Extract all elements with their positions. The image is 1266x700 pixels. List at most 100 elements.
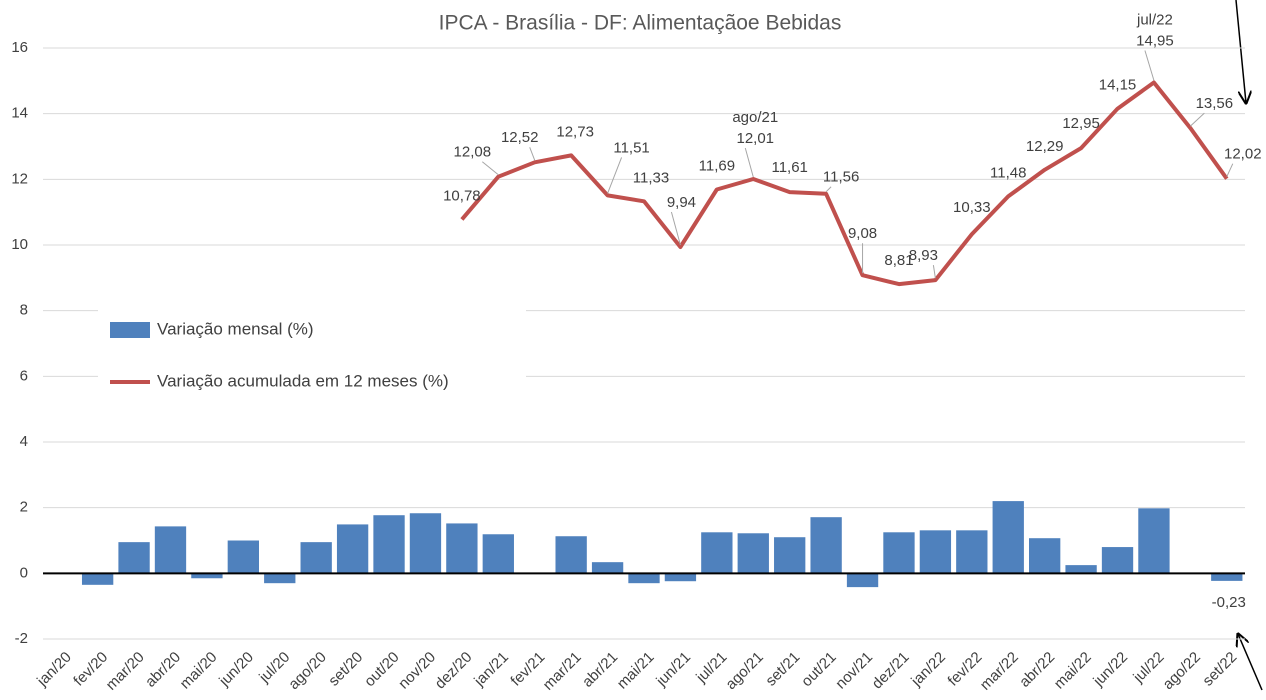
x-tick-label: jun/20 bbox=[215, 649, 257, 691]
y-tick-label: 8 bbox=[20, 302, 28, 319]
bar bbox=[1101, 547, 1134, 574]
leader-line bbox=[932, 265, 936, 279]
data-label: 12,02 bbox=[1224, 146, 1262, 163]
leader-line bbox=[529, 147, 536, 161]
x-tick-label: out/20 bbox=[361, 649, 403, 691]
leader-line bbox=[825, 186, 832, 193]
bar bbox=[628, 573, 660, 584]
x-tick-label: jan/21 bbox=[470, 649, 512, 691]
legend-label: Variação mensal (%) bbox=[157, 319, 314, 338]
bar bbox=[846, 573, 879, 588]
data-label: 10,78 bbox=[443, 187, 481, 204]
data-label: 12,01 bbox=[736, 130, 774, 147]
x-tick-label: out/21 bbox=[798, 649, 840, 691]
x-tick-label: dez/21 bbox=[869, 649, 913, 693]
legend-background bbox=[98, 302, 526, 406]
data-label: 14,15 bbox=[1099, 77, 1137, 94]
data-label: 9,94 bbox=[667, 194, 696, 211]
data-label: 12,29 bbox=[1026, 138, 1064, 155]
data-label: 8,93 bbox=[909, 247, 938, 264]
x-tick-label: jan/22 bbox=[907, 649, 949, 691]
annotation: jul/22 bbox=[1136, 11, 1173, 28]
data-label: 9,08 bbox=[848, 225, 877, 242]
bar bbox=[154, 526, 187, 574]
y-tick-label: 16 bbox=[11, 39, 28, 56]
leader-line bbox=[670, 211, 681, 246]
bar bbox=[774, 537, 806, 574]
bar bbox=[1065, 565, 1097, 574]
y-tick-label: 0 bbox=[20, 564, 28, 581]
data-label: 11,48 bbox=[990, 164, 1026, 181]
y-tick-label: 14 bbox=[11, 105, 28, 122]
bar bbox=[373, 515, 405, 574]
bar bbox=[555, 536, 587, 574]
x-tick-label: ago/20 bbox=[285, 649, 329, 693]
bar bbox=[883, 532, 915, 574]
leader-line bbox=[1190, 112, 1205, 127]
data-label: 12,73 bbox=[556, 123, 594, 140]
x-tick-label: abr/20 bbox=[142, 649, 184, 691]
arrow bbox=[1235, 0, 1246, 103]
bar bbox=[1138, 508, 1170, 574]
data-label: 11,69 bbox=[699, 157, 735, 174]
bar bbox=[1211, 573, 1243, 581]
data-label: 11,33 bbox=[633, 169, 669, 186]
bar bbox=[264, 573, 296, 584]
bar bbox=[701, 532, 733, 574]
line bbox=[460, 80, 1229, 287]
bar bbox=[81, 573, 114, 585]
x-tick-label: set/22 bbox=[1199, 649, 1240, 690]
x-tick-label: set/21 bbox=[762, 649, 803, 690]
data-label: 12,52 bbox=[501, 129, 539, 146]
legend-label: Variação acumulada em 12 meses (%) bbox=[157, 371, 449, 390]
data-label: -0,23 bbox=[1212, 594, 1246, 611]
leader-line bbox=[744, 147, 754, 178]
bar bbox=[919, 530, 952, 574]
bar bbox=[227, 540, 259, 574]
data-label: 11,51 bbox=[613, 139, 649, 156]
x-tick-label: ago/22 bbox=[1160, 649, 1204, 693]
bar bbox=[482, 534, 514, 574]
bar bbox=[992, 501, 1024, 574]
leader-line bbox=[607, 157, 623, 194]
x-tick-label: set/20 bbox=[325, 649, 366, 690]
y-tick-label: 4 bbox=[20, 433, 28, 450]
bar bbox=[409, 513, 442, 574]
bar bbox=[1029, 538, 1061, 574]
x-tick-label: jun/22 bbox=[1090, 649, 1132, 691]
arrow bbox=[1238, 634, 1263, 691]
x-tick-label: mar/22 bbox=[977, 649, 1022, 694]
bar bbox=[300, 542, 332, 574]
x-tick-label: jun/21 bbox=[652, 649, 694, 691]
x-tick-label: dez/20 bbox=[432, 649, 476, 693]
data-label: 14,95 bbox=[1136, 32, 1174, 49]
x-tick-label: abr/22 bbox=[1016, 649, 1058, 691]
y-tick-label: -2 bbox=[15, 630, 28, 647]
y-tick-label: 2 bbox=[20, 499, 28, 516]
data-label: 10,33 bbox=[953, 199, 991, 216]
chart-title: IPCA - Brasília - DF: Alimentaçãoe Bebid… bbox=[439, 12, 842, 35]
legend-swatch bbox=[110, 322, 150, 338]
x-tick-label: mar/20 bbox=[103, 649, 148, 694]
bar bbox=[956, 530, 988, 574]
bar bbox=[191, 573, 223, 579]
bar bbox=[810, 517, 842, 574]
x-tick-label: mai/21 bbox=[614, 649, 658, 693]
x-tick-label: nov/20 bbox=[395, 649, 439, 693]
y-tick-label: 6 bbox=[20, 367, 28, 384]
bar bbox=[336, 524, 369, 574]
bar bbox=[591, 562, 624, 574]
bar bbox=[664, 573, 697, 582]
x-tick-label: abr/21 bbox=[579, 649, 621, 691]
data-label: 13,56 bbox=[1196, 95, 1234, 112]
bar bbox=[737, 533, 769, 574]
data-label: 12,95 bbox=[1062, 115, 1100, 132]
bar bbox=[446, 523, 478, 574]
leader-line bbox=[481, 161, 499, 176]
data-label: 12,08 bbox=[454, 144, 492, 161]
data-label: 11,61 bbox=[771, 159, 807, 176]
data-label: 8,81 bbox=[884, 252, 913, 269]
x-tick-label: mar/21 bbox=[540, 649, 585, 694]
x-tick-label: mai/20 bbox=[177, 649, 221, 693]
